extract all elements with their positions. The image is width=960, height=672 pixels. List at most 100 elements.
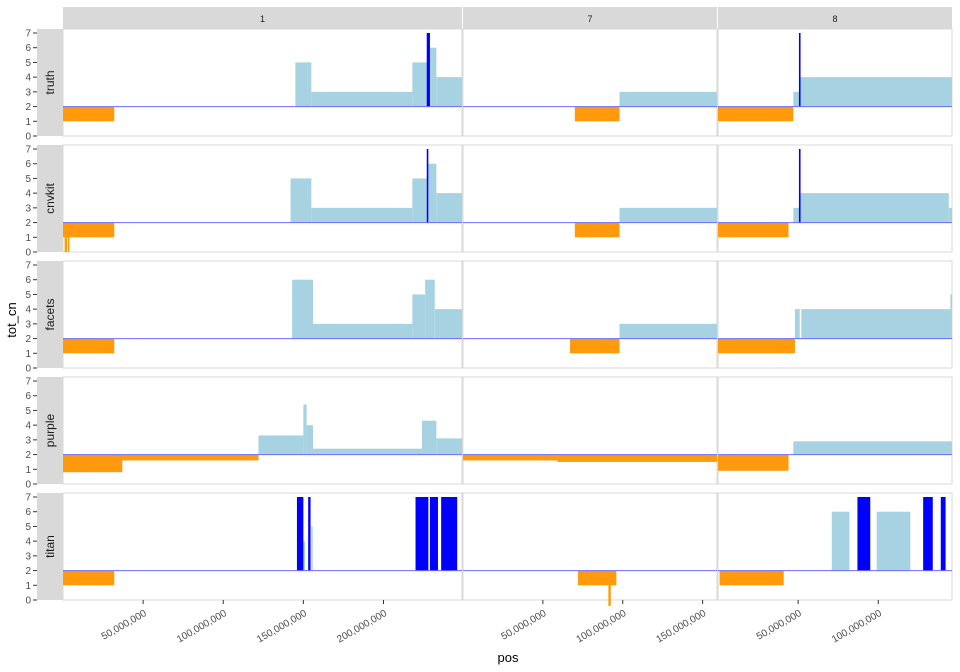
panel-cnvkit-1: [62, 144, 463, 253]
row-strip-label: purple: [43, 413, 57, 447]
y-tick-label: 6: [25, 275, 31, 286]
cn-segment: [311, 526, 313, 571]
y-tick-label: 6: [25, 507, 31, 518]
cn-segment: [831, 511, 850, 571]
cn-segment: [63, 106, 115, 122]
cn-segment: [303, 541, 305, 571]
y-tick-label: 2: [25, 218, 31, 229]
y-tick-label: 3: [25, 435, 31, 446]
cn-segment: [64, 222, 68, 252]
column-strip-label: 7: [587, 14, 592, 24]
cn-segment: [619, 207, 717, 223]
y-tick-label: 4: [25, 73, 31, 84]
y-tick-label: 1: [25, 581, 31, 592]
y-tick-label: 4: [25, 189, 31, 200]
cn-segment: [290, 178, 312, 223]
y-tick-label: 7: [25, 29, 31, 40]
y-tick-label: 2: [25, 450, 31, 461]
panel-truth-1: [62, 28, 463, 137]
panel-titan-1: [62, 492, 463, 601]
cn-segment: [794, 309, 800, 339]
cn-segment: [857, 497, 871, 571]
y-tick-label: 1: [25, 465, 31, 476]
y-tick-label: 4: [25, 305, 31, 316]
cn-segment: [312, 448, 422, 455]
y-tick-label: 2: [25, 102, 31, 113]
cn-segment: [793, 441, 952, 455]
y-tick-label: 5: [25, 58, 31, 69]
row-strip-truth: [37, 29, 63, 136]
y-tick-label: 6: [25, 159, 31, 170]
y-tick-label: 1: [25, 349, 31, 360]
cn-segment: [296, 497, 304, 571]
cn-segment: [608, 570, 611, 606]
cn-segment: [122, 454, 259, 461]
cn-segment: [557, 454, 717, 462]
cn-segment: [63, 338, 115, 354]
row-strip-titan: [37, 493, 63, 600]
column-strip-label: 8: [832, 14, 837, 24]
x-axis-title: pos: [498, 650, 519, 665]
cn-segment: [428, 163, 437, 223]
y-tick-label: 1: [25, 233, 31, 244]
panels-layer: 1 7 8 truth 0 1 2 3 4 5 6 7 cnvkit 0 1 2 3 4 5 6 7 facets 0 1 2 3…: [25, 7, 953, 646]
cn-segment: [923, 497, 933, 571]
x-tick-label: 150,000,000: [654, 608, 708, 646]
cn-segment: [311, 91, 413, 107]
column-strip-label: 1: [260, 14, 265, 24]
cn-segment: [303, 404, 307, 455]
y-tick-label: 0: [25, 132, 31, 143]
cn-segment: [570, 338, 620, 354]
cn-segment: [950, 294, 952, 339]
column-strip-1: [63, 7, 462, 29]
cn-segment: [798, 33, 801, 107]
cn-segment: [308, 497, 311, 571]
cn-segment: [619, 91, 717, 107]
cn-segment: [415, 497, 429, 571]
cn-segment: [429, 47, 437, 107]
cn-segment: [63, 570, 115, 586]
cn-segment: [436, 438, 462, 455]
y-tick-label: 3: [25, 551, 31, 562]
cn-segment: [412, 294, 426, 339]
cn-segment: [295, 62, 312, 107]
row-strip-label: facets: [43, 298, 57, 330]
cn-segment: [63, 454, 123, 473]
x-tick-label: 50,000,000: [500, 608, 549, 643]
cn-segment: [718, 338, 795, 354]
y-axis-title: tot_cn: [4, 302, 19, 337]
cn-segment: [425, 279, 435, 339]
y-tick-label: 2: [25, 334, 31, 345]
y-tick-label: 7: [25, 377, 31, 388]
cn-segment: [412, 62, 429, 107]
cn-segment: [426, 33, 430, 107]
column-strip-8: [718, 7, 952, 29]
y-tick-label: 6: [25, 391, 31, 402]
y-tick-label: 0: [25, 596, 31, 607]
cn-segment: [311, 207, 413, 223]
cn-segment: [67, 222, 70, 252]
cn-segment: [718, 222, 789, 238]
x-tick-label: 150,000,000: [255, 608, 309, 646]
y-tick-label: 5: [25, 406, 31, 417]
x-tick-label: 100,000,000: [175, 608, 229, 646]
cn-segment: [876, 511, 911, 571]
row-strip-facets: [37, 261, 63, 368]
y-tick-label: 4: [25, 537, 31, 548]
row-strip-cnvkit: [37, 145, 63, 252]
cn-segment: [578, 570, 617, 586]
cn-segment: [799, 77, 952, 107]
cn-segment: [719, 570, 784, 586]
cn-segment: [619, 323, 717, 339]
y-tick-label: 5: [25, 174, 31, 185]
cn-segment: [292, 279, 313, 339]
cn-segment: [793, 91, 800, 107]
y-tick-label: 3: [25, 87, 31, 98]
panel-purple-1: [62, 376, 463, 485]
y-tick-label: 5: [25, 290, 31, 301]
cn-segment: [940, 497, 946, 571]
y-tick-label: 7: [25, 145, 31, 156]
cn-segment: [948, 207, 952, 223]
x-tick-label: 50,000,000: [755, 608, 804, 643]
